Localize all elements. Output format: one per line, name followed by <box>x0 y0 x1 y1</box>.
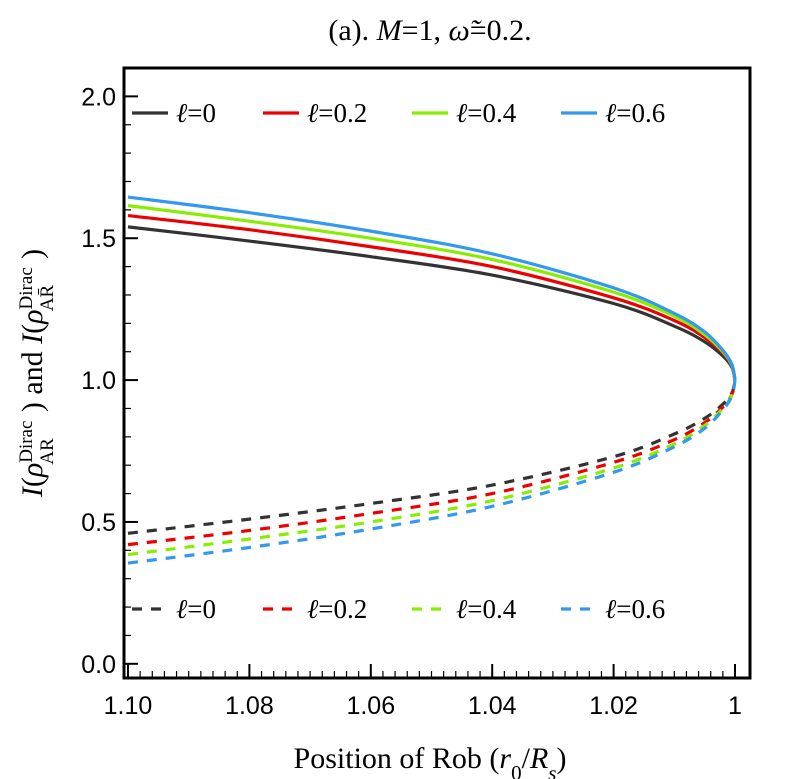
series-dashed-4 <box>127 379 737 535</box>
legend-label: ℓ=0 <box>176 98 216 128</box>
legend-label: ℓ=0.6 <box>605 594 665 624</box>
legend-label: ℓ=0.4 <box>456 98 517 128</box>
y-tick-label: 1.0 <box>81 367 116 395</box>
x-axis-label: Position of Rob (r0/Rs) <box>294 742 567 779</box>
axis-ticks: 1.10 1.08 1.06 1.04 1.02 1 0.0 0.5 1.0 1.5 2.0 <box>81 83 742 720</box>
x-tick-label: 1.04 <box>468 692 517 720</box>
series-solid-3 <box>127 195 737 381</box>
legend-label: ℓ=0.4 <box>456 594 517 624</box>
series-dashed-6 <box>127 379 737 557</box>
chart-title: (a). M=1, ω̃=0.2. <box>328 14 531 47</box>
legend-bottom: ℓ=0 ℓ=0.2 ℓ=0.4 ℓ=0.6 <box>132 594 665 624</box>
y-tick-label: 1.5 <box>81 225 116 253</box>
y-tick-label: 0.5 <box>81 509 116 537</box>
series-dashed-7 <box>127 379 737 565</box>
legend-label: ℓ=0.2 <box>307 98 367 128</box>
series-solid-0 <box>127 225 737 381</box>
y-tick-label: 0.0 <box>81 651 116 679</box>
legend-label: ℓ=0 <box>176 594 216 624</box>
x-tick-label: 1.10 <box>104 692 153 720</box>
series-dashed-5 <box>127 379 737 547</box>
legend-top: ℓ=0 ℓ=0.2 ℓ=0.4 ℓ=0.6 <box>132 98 665 128</box>
legend-label: ℓ=0.6 <box>605 98 665 128</box>
legend-label: ℓ=0.2 <box>307 594 367 624</box>
x-tick-label: 1 <box>728 692 742 720</box>
y-tick-label: 2.0 <box>81 83 116 111</box>
x-tick-label: 1.08 <box>225 692 274 720</box>
series-solid-2 <box>127 204 737 381</box>
plot-frame <box>122 66 752 680</box>
x-tick-label: 1.06 <box>346 692 395 720</box>
y-axis-label: I(ρDiracAR) and I(ρDiracAR̄) <box>16 249 58 498</box>
x-tick-label: 1.02 <box>589 692 638 720</box>
series-lines <box>127 195 737 565</box>
